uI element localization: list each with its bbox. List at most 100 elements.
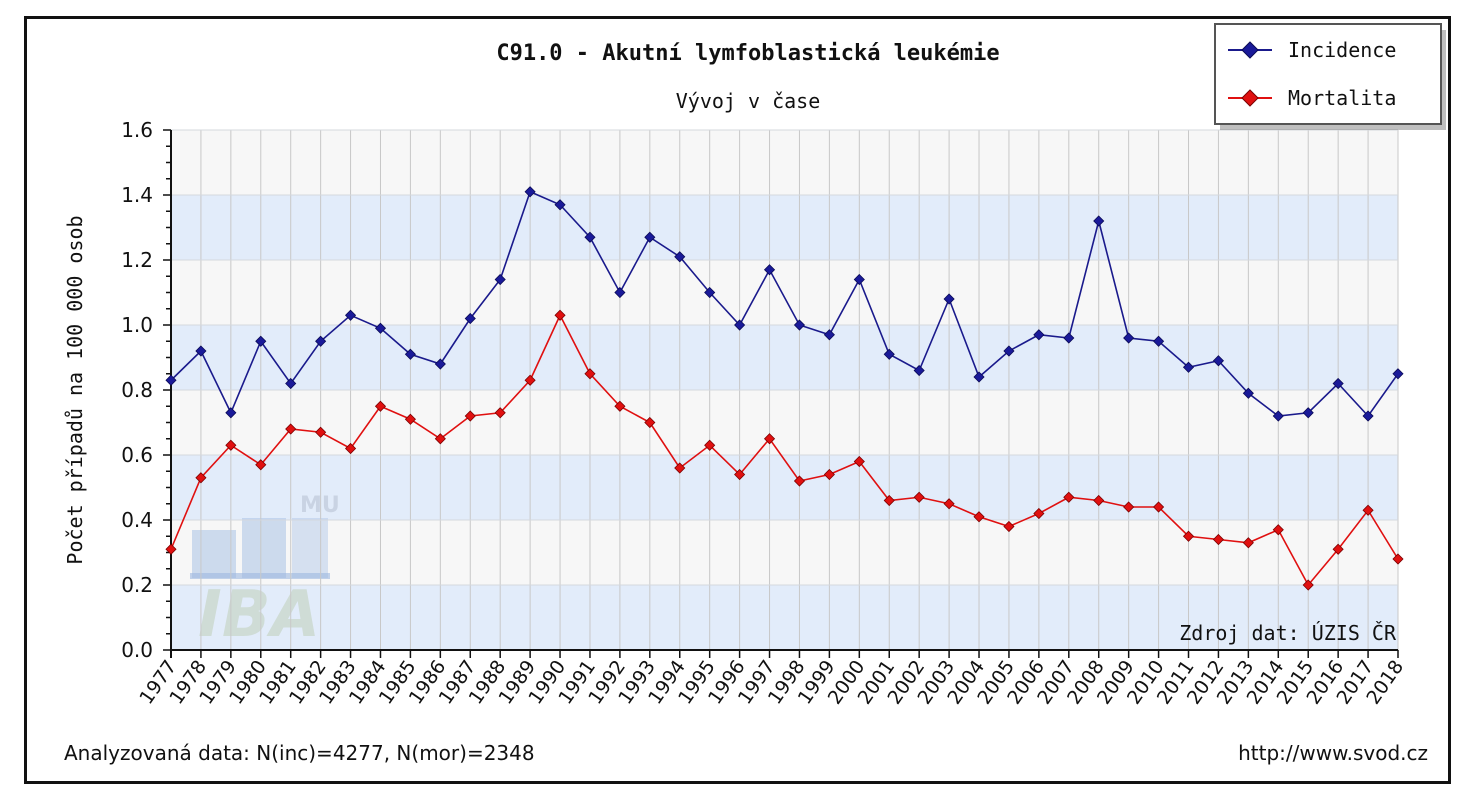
legend-mortalita-marker bbox=[1241, 89, 1259, 107]
analyzed-data-note: Analyzovaná data: N(inc)=4277, N(mor)=23… bbox=[64, 741, 535, 765]
data-point-incidence bbox=[1063, 332, 1075, 344]
data-point-incidence bbox=[434, 358, 446, 370]
data-point-incidence bbox=[1272, 410, 1284, 422]
data-point-mortalita bbox=[554, 309, 566, 321]
data-point-mortalita bbox=[195, 472, 207, 484]
data-point-mortalita bbox=[464, 410, 476, 422]
data-point-mortalita bbox=[584, 368, 596, 380]
source-url: http://www.svod.cz bbox=[1238, 741, 1428, 765]
legend-incidence-label: Incidence bbox=[1288, 38, 1396, 62]
data-point-incidence bbox=[1302, 407, 1314, 419]
data-point-mortalita bbox=[165, 543, 177, 555]
data-point-mortalita bbox=[674, 462, 686, 474]
data-point-mortalita bbox=[344, 442, 357, 455]
legend-mortalita-label: Mortalita bbox=[1288, 86, 1396, 110]
data-point-incidence bbox=[943, 293, 955, 305]
data-point-mortalita bbox=[853, 455, 865, 468]
data-point-mortalita bbox=[734, 468, 746, 481]
plot-band bbox=[171, 325, 1398, 390]
data-point-incidence bbox=[344, 309, 357, 321]
data-point-mortalita bbox=[404, 413, 416, 425]
plot-band bbox=[171, 390, 1398, 455]
data-point-incidence bbox=[674, 251, 686, 263]
data-point-mortalita bbox=[494, 407, 506, 419]
data-point-incidence bbox=[614, 286, 626, 299]
data-point-mortalita bbox=[1003, 520, 1015, 533]
plot-band bbox=[171, 195, 1398, 260]
data-point-incidence bbox=[494, 273, 506, 286]
data-point-incidence bbox=[1123, 332, 1135, 344]
y-tick-label: 0.2 bbox=[121, 573, 153, 597]
series-markers bbox=[165, 186, 1404, 591]
y-tick-label: 1.2 bbox=[121, 248, 153, 272]
data-point-incidence bbox=[644, 231, 656, 243]
data-point-mortalita bbox=[1242, 537, 1254, 549]
data-point-mortalita bbox=[1123, 501, 1135, 513]
legend: Incidence Mortalita bbox=[1214, 23, 1446, 130]
y-tick-label: 0.8 bbox=[121, 378, 153, 402]
data-point-incidence bbox=[1003, 345, 1015, 357]
data-point-mortalita bbox=[434, 433, 446, 445]
data-point-incidence bbox=[763, 264, 776, 276]
data-point-incidence bbox=[973, 371, 985, 383]
vertical-gridlines bbox=[170, 129, 1399, 651]
data-point-incidence bbox=[1212, 355, 1225, 367]
data-point-mortalita bbox=[913, 491, 925, 503]
data-point-incidence bbox=[584, 231, 596, 243]
data-point-incidence bbox=[404, 348, 416, 360]
data-point-incidence bbox=[464, 312, 476, 325]
data-point-mortalita bbox=[1212, 533, 1225, 546]
data-point-incidence bbox=[704, 286, 716, 299]
data-point-mortalita bbox=[1272, 524, 1284, 536]
data-point-mortalita bbox=[1182, 530, 1195, 542]
data-point-mortalita bbox=[614, 400, 626, 412]
data-point-incidence bbox=[1033, 329, 1045, 341]
data-point-incidence bbox=[793, 319, 806, 331]
data-point-incidence bbox=[823, 329, 835, 341]
data-point-incidence bbox=[883, 348, 895, 360]
data-point-incidence bbox=[165, 374, 177, 386]
plot-band bbox=[171, 520, 1398, 585]
data-point-incidence bbox=[1242, 387, 1254, 399]
data-point-incidence bbox=[1332, 377, 1344, 390]
data-point-incidence bbox=[1153, 335, 1165, 347]
data-point-incidence bbox=[225, 407, 237, 419]
chart-title: C91.0 - Akutní lymfoblastická leukémie bbox=[496, 41, 999, 66]
y-tick-label: 0.4 bbox=[121, 508, 153, 532]
data-point-mortalita bbox=[524, 374, 536, 386]
data-point-incidence bbox=[285, 377, 297, 390]
data-point-mortalita bbox=[943, 498, 955, 510]
data-point-mortalita bbox=[823, 468, 835, 481]
data-point-mortalita bbox=[1362, 504, 1374, 516]
plot-band bbox=[171, 455, 1398, 520]
data-point-mortalita bbox=[704, 439, 716, 451]
axes bbox=[163, 129, 1399, 658]
y-tick-label: 0.0 bbox=[121, 638, 153, 662]
plot-band bbox=[171, 585, 1398, 650]
data-point-mortalita bbox=[1302, 579, 1314, 591]
y-tick-label: 0.6 bbox=[121, 443, 153, 467]
plot-band bbox=[171, 130, 1398, 195]
svg-text:MU: MU bbox=[300, 493, 340, 518]
data-point-mortalita bbox=[315, 426, 327, 438]
x-tick-labels: 1977197819791980198119821983198419851986… bbox=[135, 656, 1408, 708]
data-point-incidence bbox=[374, 322, 387, 334]
data-point-mortalita bbox=[1392, 553, 1404, 565]
y-tick-label: 1.6 bbox=[121, 118, 153, 142]
data-point-mortalita bbox=[1033, 507, 1045, 520]
iba-logo-watermark: MU IBA bbox=[190, 493, 340, 652]
series-line-incidence bbox=[170, 190, 1399, 418]
y-tick-label: 1.4 bbox=[121, 183, 153, 207]
data-point-incidence bbox=[255, 335, 267, 347]
data-point-mortalita bbox=[973, 511, 985, 523]
data-point-mortalita bbox=[883, 494, 895, 507]
chart-subtitle: Vývoj v čase bbox=[676, 89, 821, 113]
data-point-mortalita bbox=[225, 439, 237, 451]
data-point-mortalita bbox=[763, 433, 776, 445]
data-point-incidence bbox=[913, 364, 925, 377]
data-point-incidence bbox=[1093, 215, 1105, 227]
svg-text:IBA: IBA bbox=[198, 578, 320, 652]
data-point-mortalita bbox=[1063, 491, 1075, 503]
source-annotation: Zdroj dat: ÚZIS ČR bbox=[1179, 621, 1397, 645]
